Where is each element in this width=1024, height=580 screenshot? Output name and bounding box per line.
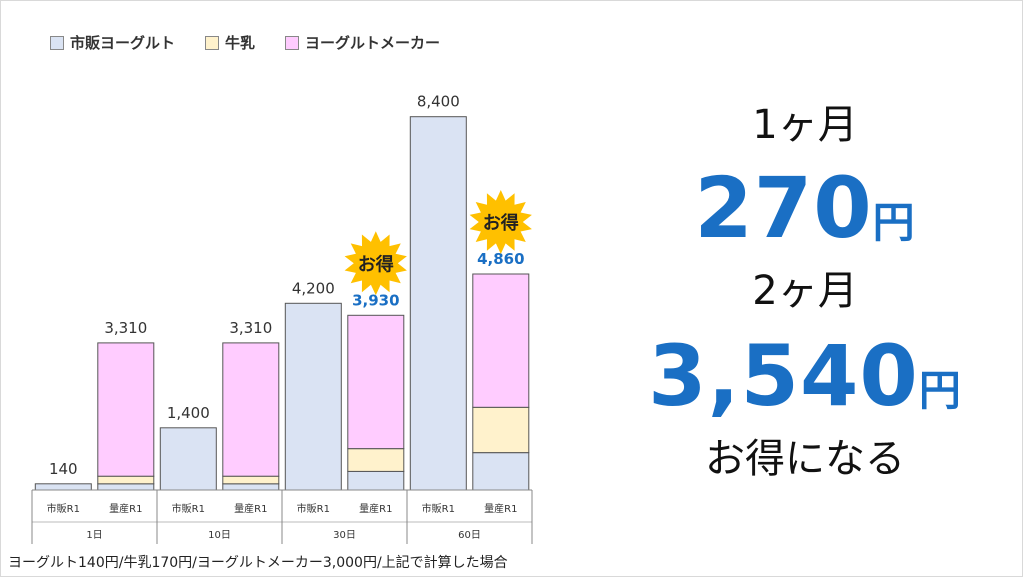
savings-badge-burst bbox=[469, 190, 532, 254]
category-tick-label: 量産R1 bbox=[359, 502, 392, 515]
legend-swatch-milk bbox=[205, 35, 220, 50]
summary-footer: お得になる bbox=[705, 436, 905, 482]
legend-label-milk: 牛乳 bbox=[225, 34, 256, 52]
bar-segment bbox=[472, 452, 530, 491]
group-tick-label: 30日 bbox=[333, 530, 356, 541]
group-tick-label: 1日 bbox=[86, 530, 102, 541]
legend-label-store-yogurt: 市販ヨーグルト bbox=[70, 34, 176, 52]
bar-total-label: 140 bbox=[49, 460, 78, 478]
category-tick-label: 市販R1 bbox=[47, 502, 80, 515]
bar-segment bbox=[222, 475, 280, 485]
stacked-bar-chart: 140 市販R1 3,310 量産R1 1,400 市販R1 3,310 量産R1 4,200 市… bbox=[31, 93, 533, 544]
bar-segment bbox=[409, 116, 467, 491]
summary-value-1-month: 270円 bbox=[640, 162, 970, 269]
legend-swatch-store-yogurt bbox=[50, 35, 64, 50]
bar-segment bbox=[159, 427, 217, 491]
bar-total-label: 3,310 bbox=[229, 319, 272, 337]
category-tick-label: 量産R1 bbox=[484, 502, 517, 515]
category-tick-label: 市販R1 bbox=[297, 502, 330, 515]
bar-segment bbox=[472, 273, 530, 408]
savings-badge-burst bbox=[344, 231, 407, 296]
bar-total-label: 8,400 bbox=[417, 93, 460, 111]
bar-segment bbox=[34, 483, 92, 491]
bar-total-label: 4,860 bbox=[477, 250, 524, 268]
summary-value-1-month-unit: 円 bbox=[872, 198, 916, 247]
bar-segment bbox=[347, 448, 405, 472]
legend-item-store-yogurt: 市販ヨーグルト bbox=[50, 32, 175, 53]
category-tick-label: 市販R1 bbox=[422, 502, 455, 515]
bar-segment bbox=[222, 342, 280, 477]
legend-label-yogurt-maker: ヨーグルトメーカー bbox=[305, 34, 441, 52]
savings-badge-label: お得 bbox=[358, 253, 394, 275]
bar-total-label: 4,200 bbox=[292, 279, 335, 297]
bar-segment bbox=[472, 406, 530, 454]
summary-label-1-month: 1ヶ月 bbox=[752, 102, 858, 148]
category-tick-label: 市販R1 bbox=[172, 502, 205, 515]
summary-value-2-months-unit: 円 bbox=[918, 366, 962, 415]
bar-segment bbox=[222, 483, 280, 491]
chart-legend: 市販ヨーグルト 牛乳 ヨーグルトメーカー bbox=[50, 32, 440, 53]
footnote: ヨーグルト140円/牛乳170円/ヨーグルトメーカー3,000円/上記で計算した… bbox=[8, 555, 508, 571]
group-tick-label: 60日 bbox=[458, 530, 481, 541]
category-tick-label: 量産R1 bbox=[109, 502, 142, 515]
bar-total-label: 3,930 bbox=[352, 291, 399, 309]
summary-value-2-months: 3,540円 bbox=[640, 330, 970, 437]
category-tick-label: 量産R1 bbox=[234, 502, 267, 515]
legend-swatch-yogurt-maker bbox=[285, 35, 300, 50]
bar-total-label: 1,400 bbox=[167, 404, 210, 422]
bar-segment bbox=[97, 483, 155, 491]
savings-badge-label: お得 bbox=[483, 212, 519, 234]
legend-item-milk: 牛乳 bbox=[205, 32, 255, 53]
bar-segment bbox=[284, 302, 342, 491]
group-tick-label: 10日 bbox=[208, 530, 231, 541]
summary-value-1-month-number: 270 bbox=[694, 159, 873, 257]
legend-item-yogurt-maker: ヨーグルトメーカー bbox=[285, 32, 440, 53]
summary-value-2-months-number: 3,540 bbox=[648, 327, 919, 425]
bar-segment bbox=[347, 314, 405, 450]
bar-segment bbox=[347, 470, 405, 491]
bar-total-label: 3,310 bbox=[104, 319, 147, 337]
bar-segment bbox=[97, 342, 155, 477]
summary-label-2-months: 2ヶ月 bbox=[752, 268, 858, 314]
bar-segment bbox=[97, 475, 155, 485]
